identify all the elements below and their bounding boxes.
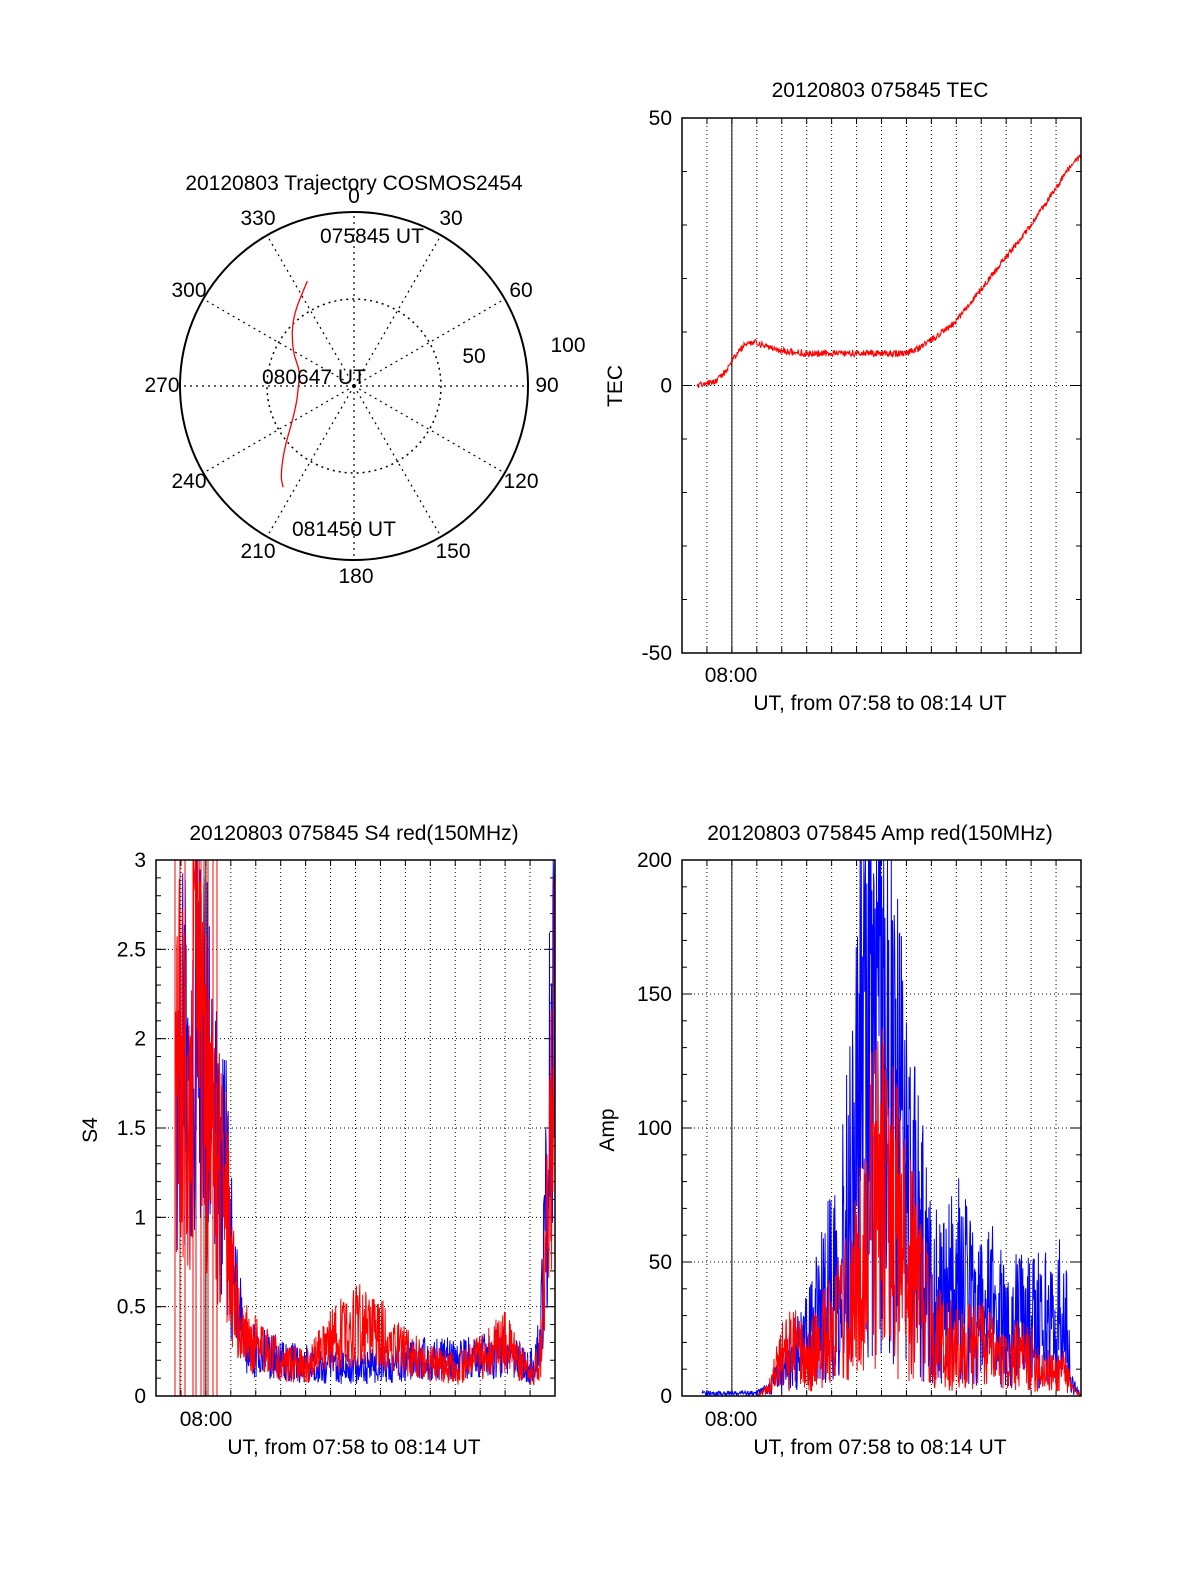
amp-xtick-label: 08:00 (705, 1408, 758, 1431)
polar-spoke (353, 235, 442, 387)
amp-ytick-label: 50 (649, 1251, 672, 1274)
tec-title: 20120803 075845 TEC (772, 79, 989, 102)
tec-ylabel: TEC (604, 365, 627, 407)
s4-title: 20120803 075845 S4 red(150MHz) (189, 822, 518, 845)
s4-ytick-label: 0.5 (117, 1296, 146, 1319)
polar-angle-label: 270 (144, 374, 179, 397)
tec-ytick-label: 50 (649, 107, 672, 130)
polar-outer-circle (179, 211, 529, 561)
polar-angle-label: 30 (439, 207, 462, 230)
polar-spoke (353, 298, 505, 387)
polar-point-label: 081450 UT (292, 518, 396, 541)
tec-ytick-label: 0 (660, 375, 672, 398)
amp-ytick-label: 100 (637, 1117, 672, 1140)
polar-trajectory-line (280, 280, 308, 488)
amp-series-red (702, 1028, 1082, 1398)
s4-xtick-label: 08:00 (180, 1408, 233, 1431)
polar-trajectory-chart: 20120803 Trajectory COSMOS2454 0 30 60 90 12… (144, 172, 585, 588)
tec-chart: 20120803 075845 TEC TEC 08:00 UT, from 0… (604, 79, 1082, 715)
s4-series-red (175, 859, 556, 1386)
tec-ytick-label: -50 (642, 642, 672, 665)
amp-ylabel: Amp (596, 1108, 619, 1151)
amp-xlabel: UT, from 07:58 to 08:14 UT (753, 1436, 1006, 1459)
polar-spoke (353, 385, 505, 474)
polar-angle-label: 330 (240, 207, 275, 230)
polar-spoke (203, 385, 355, 474)
tec-series-red (696, 154, 1082, 389)
polar-title: 20120803 Trajectory COSMOS2454 (185, 172, 523, 195)
polar-point-label: 075845 UT (320, 225, 424, 248)
polar-angle-label: 300 (171, 279, 206, 302)
tec-xtick-label: 08:00 (705, 664, 758, 687)
polar-angle-label: 60 (509, 279, 532, 302)
amp-title: 20120803 075845 Amp red(150MHz) (707, 822, 1053, 845)
amp-chart: 20120803 075845 Amp red(150MHz) Amp 08:0… (596, 822, 1082, 1459)
polar-angle-label: 210 (240, 540, 275, 563)
polar-angle-label: 90 (535, 374, 558, 397)
polar-spoke (266, 385, 355, 537)
amp-ytick-label: 200 (637, 849, 672, 872)
polar-angle-label: 150 (435, 540, 470, 563)
polar-spoke (353, 385, 442, 537)
s4-ytick-label: 2 (134, 1028, 146, 1051)
s4-chart: 20120803 075845 S4 red(150MHz) S4 08:00 … (79, 822, 556, 1459)
tec-axes-frame (681, 117, 1082, 654)
polar-point-label: 080647 UT (262, 366, 366, 389)
s4-ytick-label: 1 (134, 1206, 146, 1229)
polar-radial-label: 50 (462, 345, 485, 368)
polar-radial-label: 100 (550, 334, 585, 357)
amp-ytick-label: 150 (637, 983, 672, 1006)
polar-inner-circle (266, 298, 442, 474)
s4-ytick-label: 0 (134, 1385, 146, 1408)
amp-ytick-label: 0 (660, 1385, 672, 1408)
s4-ytick-label: 3 (134, 849, 146, 872)
s4-ylabel: S4 (79, 1117, 102, 1143)
amp-axes-frame (681, 859, 1082, 1397)
polar-angle-label: 120 (503, 470, 538, 493)
polar-spoke (266, 235, 355, 387)
amp-series-blue (701, 859, 1082, 1398)
s4-axes-frame (155, 859, 556, 1397)
polar-spoke (203, 298, 355, 387)
polar-angle-label: 0 (348, 185, 360, 208)
s4-ytick-label: 2.5 (117, 938, 146, 961)
s4-ytick-label: 1.5 (117, 1117, 146, 1140)
polar-angle-label: 240 (171, 470, 206, 493)
s4-xlabel: UT, from 07:58 to 08:14 UT (227, 1436, 480, 1459)
tec-xlabel: UT, from 07:58 to 08:14 UT (753, 692, 1006, 715)
polar-angle-label: 180 (338, 565, 373, 588)
